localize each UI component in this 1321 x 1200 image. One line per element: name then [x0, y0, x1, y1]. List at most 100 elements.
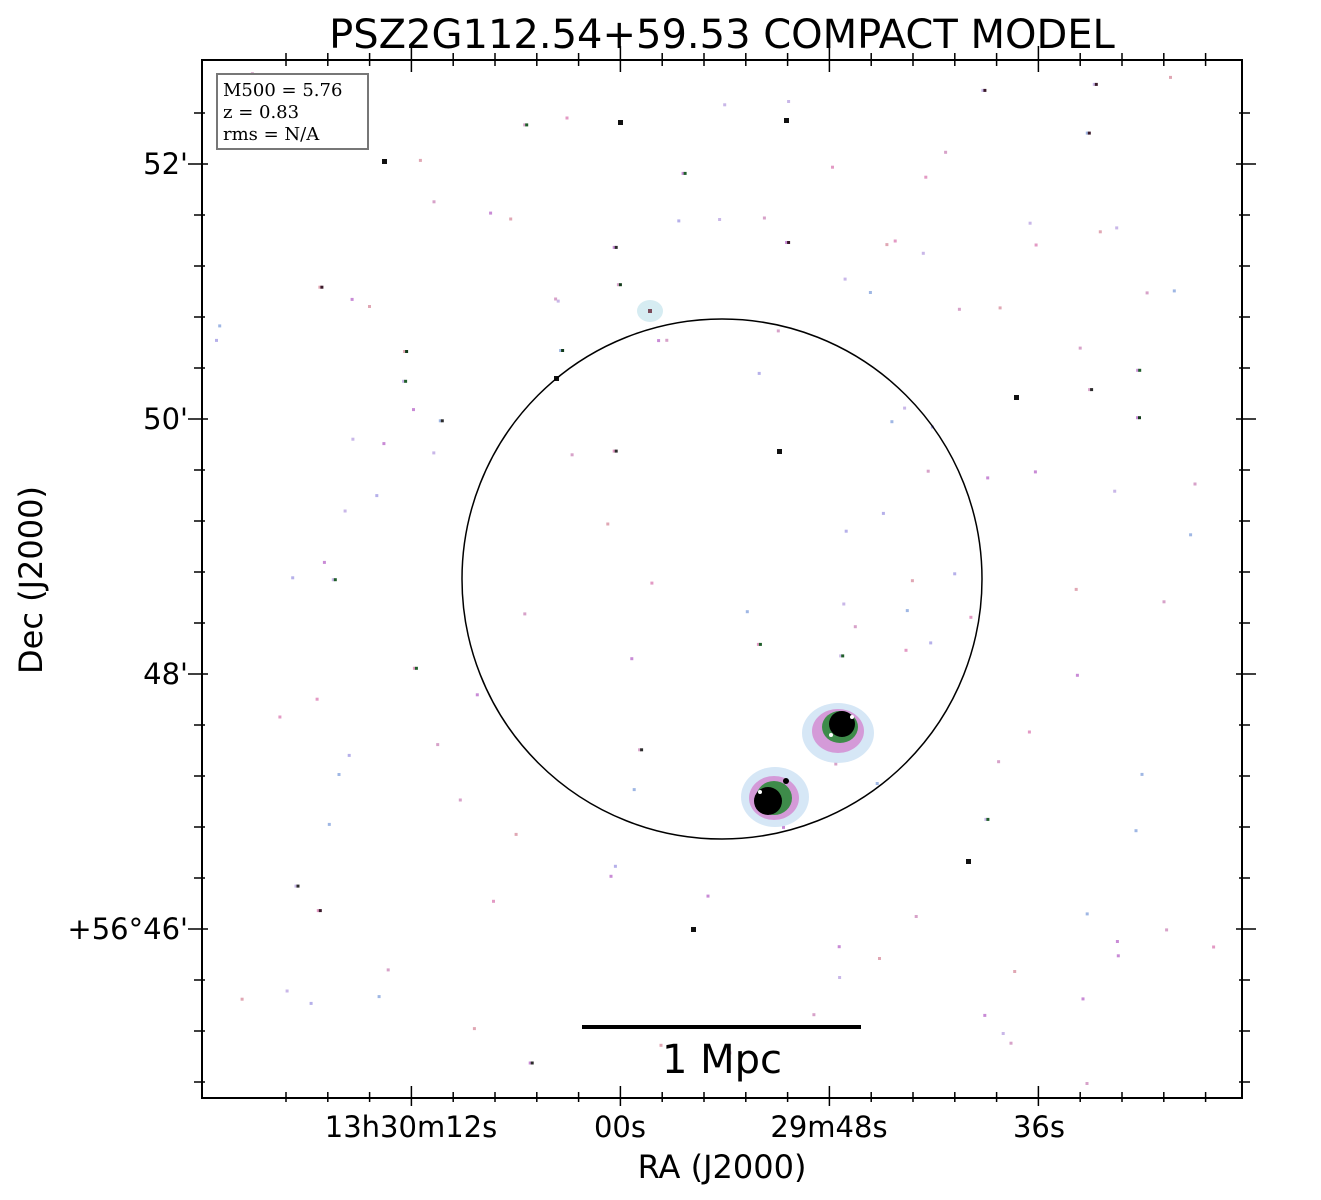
- noise-pixel: [1094, 82, 1098, 86]
- noise-pixel: [1027, 730, 1031, 734]
- noise-pixel: [556, 299, 560, 303]
- noise-pixel: [841, 654, 845, 658]
- noise-pixel: [834, 762, 838, 766]
- y-tick-label: +56°46': [67, 912, 188, 946]
- noise-pixel: [1115, 226, 1119, 230]
- noise-pixel: [475, 693, 479, 697]
- noise-pixel: [728, 1051, 732, 1055]
- noise-pixel: [613, 864, 617, 868]
- noise-pixel: [525, 123, 529, 127]
- noise-pixel: [758, 642, 762, 646]
- noise-pixel: [983, 88, 987, 92]
- noise-pixel: [757, 371, 761, 375]
- noise-pixel: [632, 788, 636, 792]
- noise-pixel: [1098, 230, 1102, 234]
- noise-pixel: [953, 572, 957, 576]
- noise-pixel: [382, 442, 386, 446]
- noise-pixel: [438, 419, 442, 423]
- noise-pixel: [885, 243, 889, 247]
- noise-pixel: [1085, 912, 1089, 916]
- chart-title: PSZ2G112.54+59.53 COMPACT MODEL: [329, 12, 1115, 58]
- noise-pixel: [614, 449, 618, 453]
- noise-pixel: [523, 123, 527, 127]
- noise-pixel: [966, 859, 971, 864]
- plot-area: [202, 60, 1242, 1098]
- scale-bar-label: 1 Mpc: [662, 1037, 782, 1083]
- noise-pixel: [472, 1027, 476, 1031]
- source-upper: [802, 703, 874, 763]
- noise-pixel: [218, 324, 222, 328]
- noise-pixel: [570, 453, 574, 457]
- noise-pixel: [924, 175, 928, 179]
- info-line-rms: rms = N/A: [223, 124, 320, 145]
- noise-pixel: [315, 697, 319, 701]
- noise-pixel: [1136, 416, 1139, 420]
- noise-pixel: [343, 509, 347, 513]
- noise-pixel: [565, 116, 569, 120]
- noise-pixel: [432, 451, 436, 455]
- noise-pixel: [1138, 416, 1141, 420]
- noise-pixel: [630, 657, 634, 661]
- noise-pixel: [1088, 388, 1092, 392]
- y-axis-label: Dec (J2000): [12, 486, 50, 674]
- noise-pixel: [309, 1001, 313, 1005]
- noise-pixel: [842, 602, 846, 606]
- noise-pixel: [489, 211, 493, 215]
- noise-pixel: [659, 1043, 663, 1047]
- x-tick-label: 13h30m12s: [325, 1110, 497, 1144]
- noise-pixel: [405, 350, 409, 353]
- noise-pixel: [1092, 82, 1096, 86]
- noise-pixel: [843, 277, 847, 281]
- noise-pixel: [215, 338, 218, 342]
- noise-pixel: [528, 1061, 532, 1065]
- noise-pixel: [756, 642, 760, 646]
- noise-pixel: [1138, 368, 1142, 372]
- noise-pixel: [1212, 945, 1216, 949]
- noise-pixel: [606, 522, 610, 526]
- noise-pixel: [1145, 291, 1149, 295]
- noise-pixel: [878, 957, 881, 960]
- noise-pixel: [412, 666, 416, 670]
- noise-pixel: [640, 748, 644, 752]
- y-tick-label: 50': [143, 402, 188, 436]
- noise-pixel: [881, 511, 885, 515]
- noise-pixel: [944, 150, 948, 154]
- noise-pixel: [777, 449, 782, 454]
- noise-pixel: [386, 968, 390, 972]
- noise-pixel: [868, 291, 872, 294]
- noise-pixel: [998, 306, 1002, 310]
- noise-pixel: [1169, 75, 1172, 79]
- noise-pixel: [554, 297, 558, 301]
- noise-pixel: [382, 159, 387, 164]
- noise-pixel: [839, 654, 843, 658]
- noise-pixel: [1085, 131, 1089, 135]
- noise-pixel: [762, 216, 766, 220]
- noise-pixel: [1074, 587, 1078, 591]
- noise-pixel: [1134, 829, 1138, 833]
- noise-pixel: [718, 218, 722, 221]
- noise-pixel: [285, 989, 289, 993]
- noise-pixel: [1081, 997, 1085, 1001]
- info-line-m500: M500 = 5.76: [223, 80, 342, 101]
- plot-frame: [201, 59, 1243, 1099]
- noise-pixel: [432, 200, 436, 204]
- noise-pixel: [1115, 940, 1119, 943]
- noise-pixel: [784, 118, 789, 123]
- noise-pixel: [318, 909, 322, 913]
- noise-pixel: [1028, 221, 1032, 225]
- noise-pixel: [683, 171, 687, 175]
- noise-pixel: [785, 241, 789, 244]
- noise-pixel: [377, 995, 381, 999]
- noise-pixel: [844, 529, 848, 533]
- noise-pixel: [903, 406, 907, 410]
- noise-pixel: [929, 641, 933, 645]
- noise-pixel: [337, 773, 341, 776]
- info-line-redshift: z = 0.83: [223, 102, 299, 123]
- noise-pixel: [723, 103, 727, 107]
- noise-pixel: [1193, 482, 1197, 486]
- noise-pixel: [1162, 600, 1166, 604]
- noise-pixel: [440, 419, 444, 423]
- noise-pixel: [1014, 395, 1019, 400]
- noise-pixel: [1078, 346, 1082, 350]
- bright-sources: [637, 300, 874, 827]
